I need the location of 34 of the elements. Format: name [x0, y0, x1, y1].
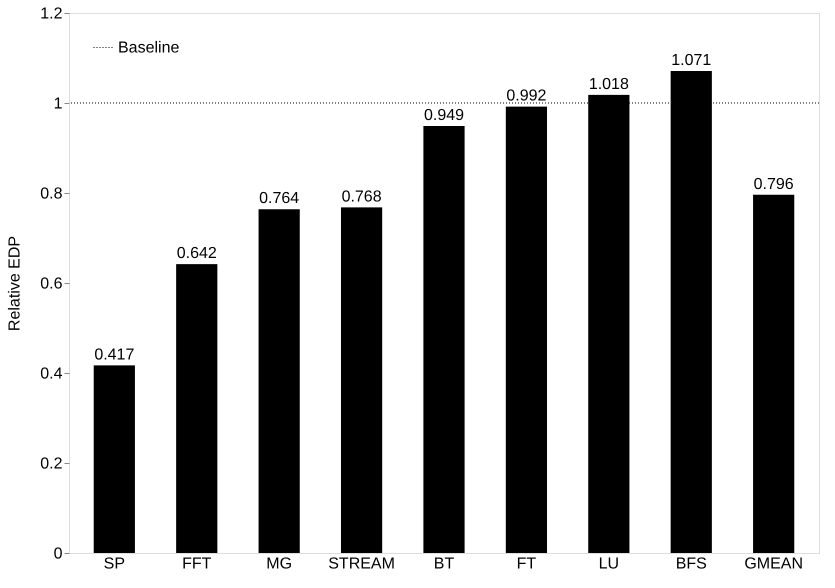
y-tick-label: 0.8	[40, 186, 63, 202]
bar	[753, 194, 794, 553]
data-label: 0.642	[176, 245, 217, 262]
data-label: 0.768	[342, 188, 382, 206]
y-tick-label: 0.2	[40, 456, 63, 472]
x-tick-label: MG	[266, 556, 292, 572]
y-tick-label: 0.4	[40, 366, 63, 382]
x-tick-label: BFS	[676, 556, 707, 572]
data-label: 1.071	[671, 52, 712, 70]
x-tick-label: FT	[516, 556, 536, 572]
y-tick-label: 1.2	[40, 6, 63, 22]
x-tick-label: SP	[104, 556, 125, 572]
x-tick-label: STREAM	[328, 556, 395, 572]
data-label: 0.764	[259, 190, 300, 208]
y-axis-title: Relative EDP	[6, 236, 24, 332]
bar	[340, 207, 382, 553]
y-tick-label: 0.6	[40, 276, 63, 292]
bar	[176, 264, 218, 553]
bar	[423, 126, 465, 553]
legend-label: Baseline	[118, 40, 180, 56]
x-tick-label: LU	[598, 556, 620, 572]
data-label: 0.992	[506, 88, 547, 105]
data-label: 0.417	[94, 346, 134, 364]
bar	[506, 106, 548, 553]
y-tick-label: 1	[54, 96, 63, 112]
x-tick-label: FFT	[182, 556, 212, 572]
bar	[258, 209, 300, 553]
bar	[94, 365, 135, 553]
data-label: 0.796	[754, 176, 794, 193]
x-tick-label: BT	[434, 556, 454, 572]
y-tick-label: 0	[54, 546, 63, 562]
data-label: 0.949	[424, 106, 464, 124]
x-tick-label: GMEAN	[744, 556, 804, 572]
data-label: 1.018	[588, 76, 629, 93]
